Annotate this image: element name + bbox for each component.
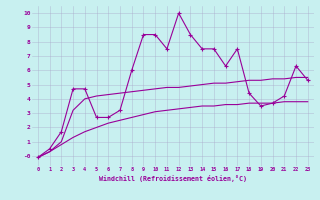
X-axis label: Windchill (Refroidissement éolien,°C): Windchill (Refroidissement éolien,°C)	[99, 175, 247, 182]
